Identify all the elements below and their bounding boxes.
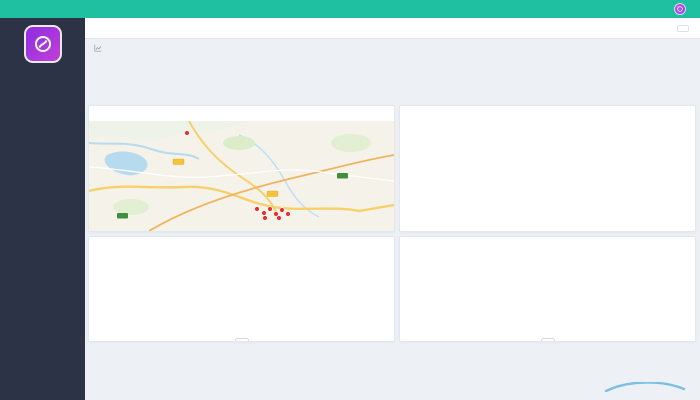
vendor-logo — [602, 380, 688, 398]
bar-chart-legend — [234, 338, 249, 341]
map[interactable] — [89, 121, 394, 231]
line-chart-legend — [540, 338, 555, 341]
profile-avatar[interactable] — [23, 25, 62, 63]
line-chart — [400, 252, 685, 324]
stat-cards-row — [88, 58, 696, 101]
breadcrumb — [94, 44, 106, 52]
user-avatar — [674, 3, 686, 15]
tools-icon — [96, 241, 104, 249]
tab-bar — [85, 18, 700, 39]
top-bar — [0, 0, 700, 18]
logo-swoosh — [604, 381, 686, 393]
refresh-icon[interactable] — [407, 241, 415, 249]
map-panel — [88, 105, 395, 232]
bar-chart — [89, 252, 384, 324]
toolbar-row — [85, 39, 700, 57]
map-markers[interactable] — [184, 130, 291, 221]
tab-operations-button[interactable] — [677, 24, 689, 32]
line-chart-panel — [399, 236, 696, 342]
refresh-icon[interactable] — [407, 110, 415, 118]
building-icon — [96, 110, 104, 118]
flow-panel — [399, 105, 696, 232]
line-chart-icon — [94, 44, 102, 52]
sidebar-profile — [0, 18, 85, 72]
bar-chart-panel — [88, 236, 395, 342]
sidebar — [0, 18, 85, 400]
user-menu[interactable] — [674, 3, 690, 15]
